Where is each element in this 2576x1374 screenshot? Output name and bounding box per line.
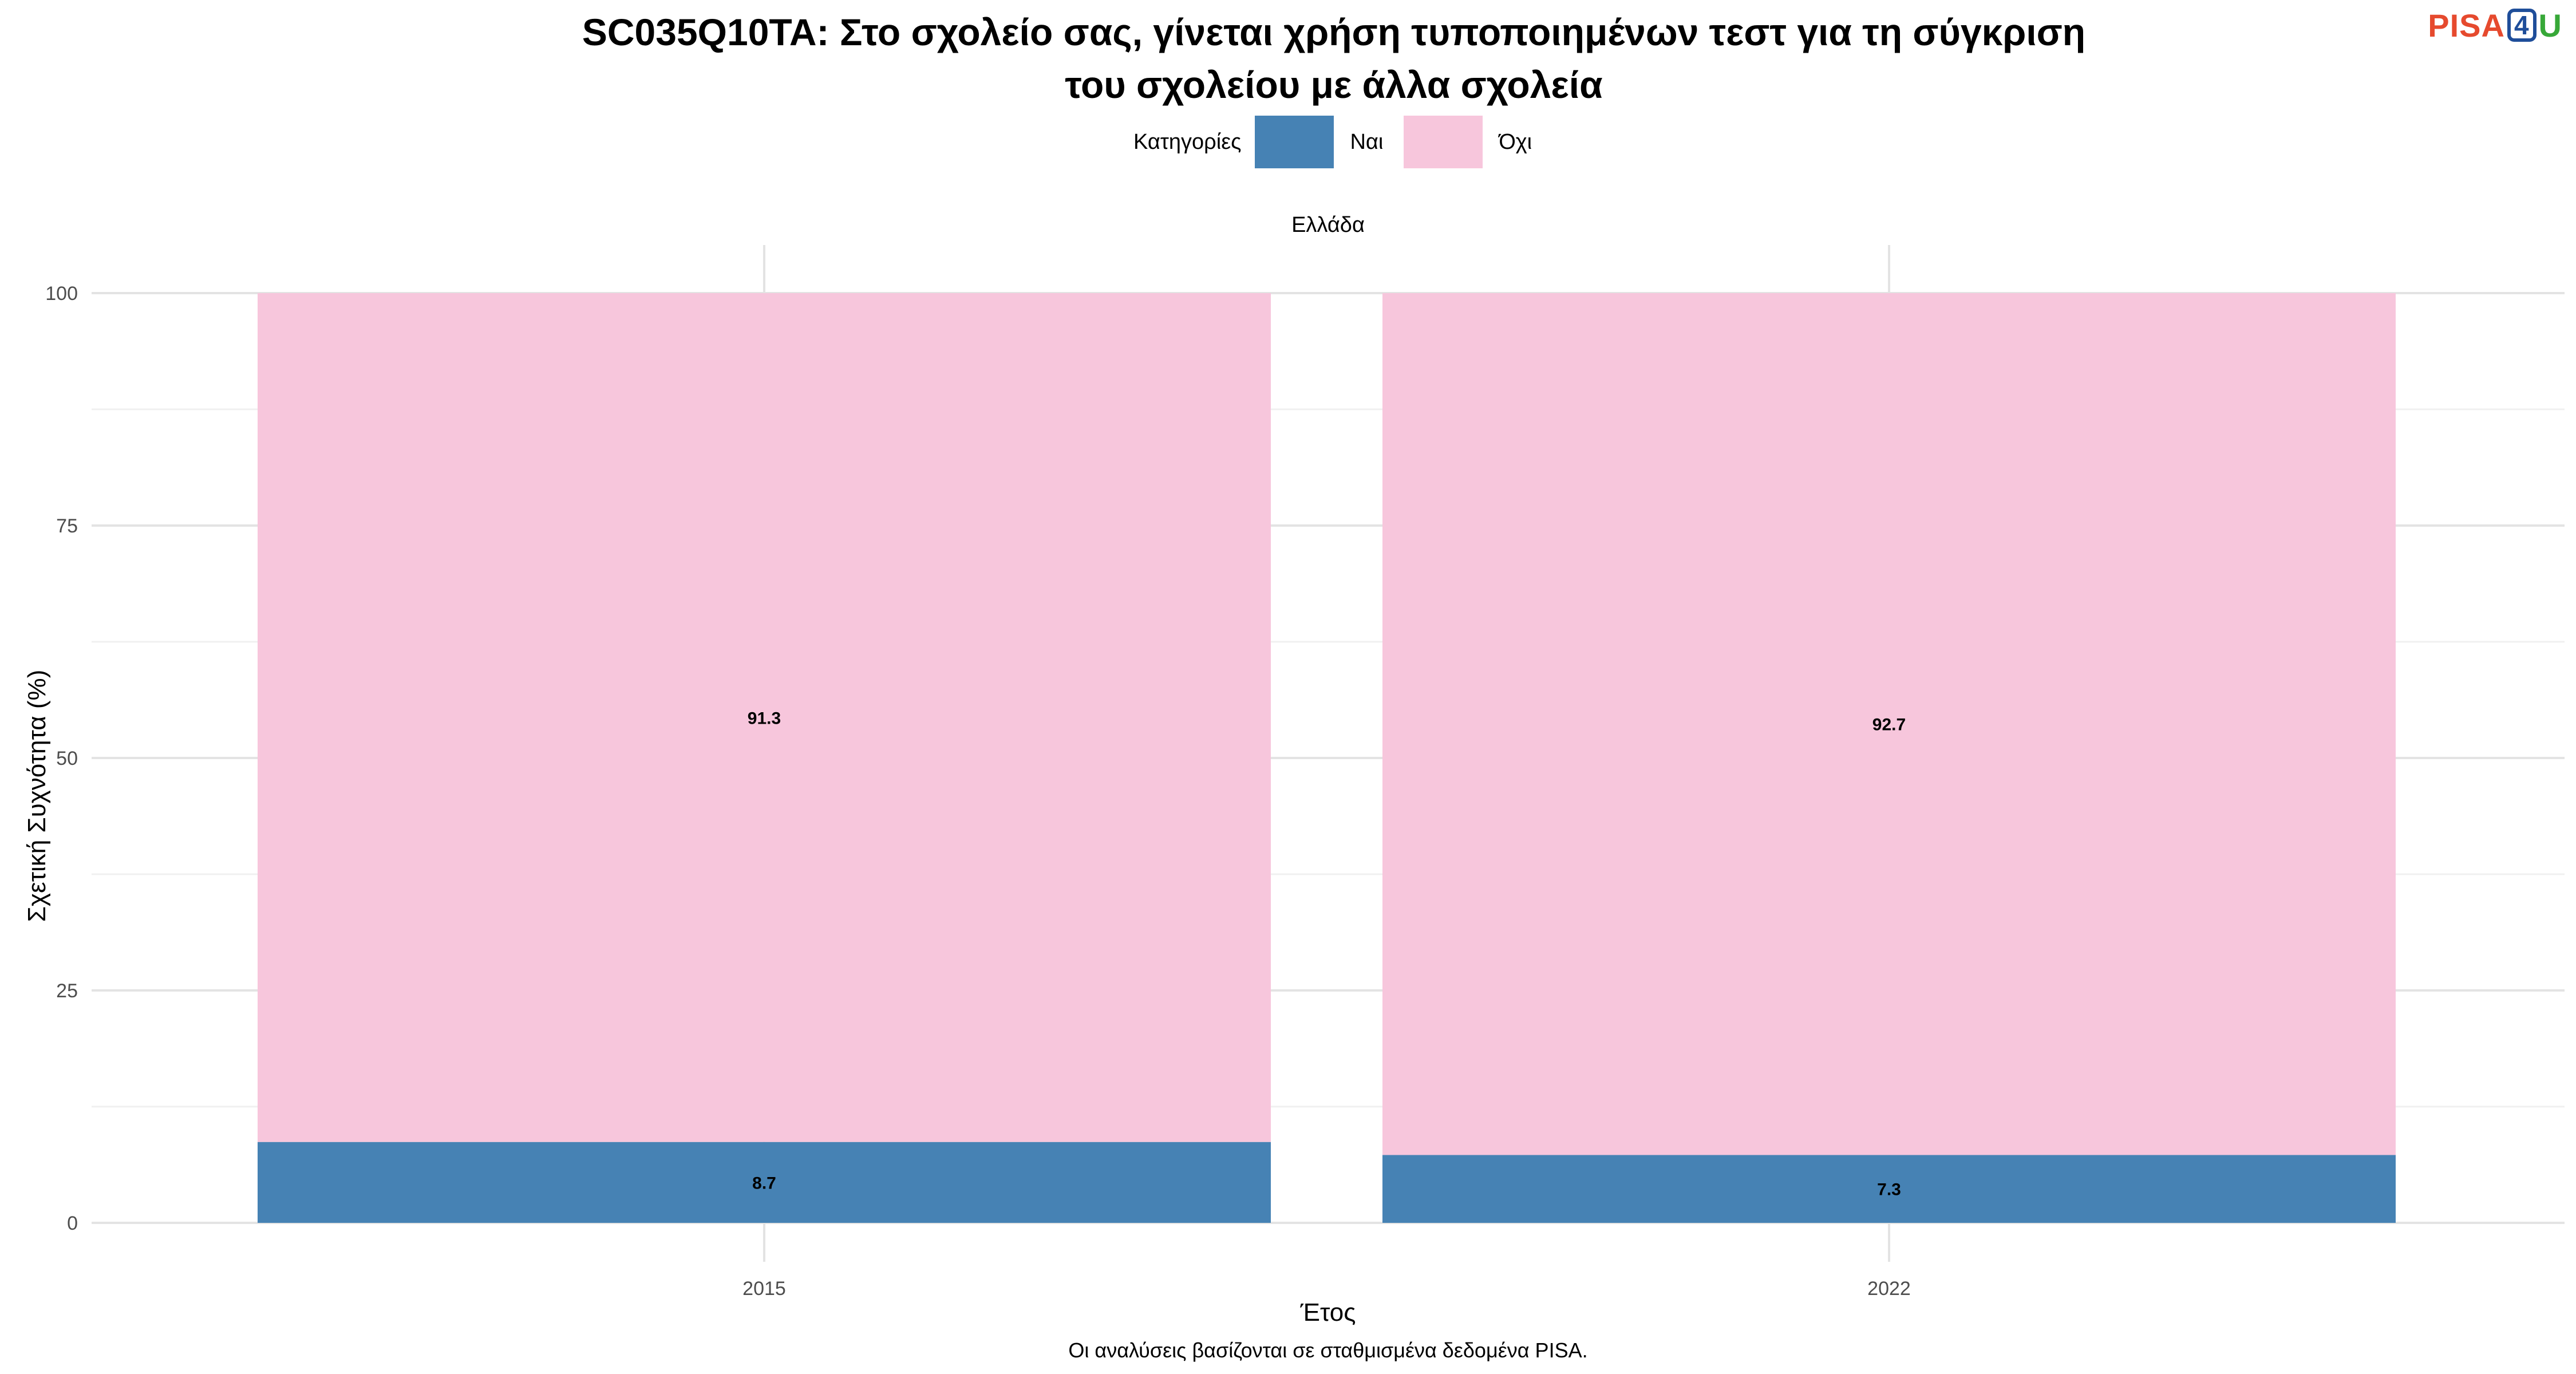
x-tick-label: 2022: [1867, 1278, 1911, 1300]
legend-key-nai: [1255, 116, 1334, 168]
y-axis-label: Σχετική Συχνότητα (%): [23, 669, 51, 922]
bar-2022-nai: [1382, 1155, 2396, 1223]
bar-2015-nai: [258, 1142, 1271, 1223]
legend-label-nai: Ναι: [1350, 129, 1384, 154]
bar-2015-ochi: [258, 293, 1271, 1142]
legend-key-ochi: [1404, 116, 1483, 168]
caption: Οι αναλύσεις βασίζονται σε σταθμισμένα δ…: [1068, 1339, 1588, 1362]
data-label-2015-ochi: 91.3: [748, 709, 781, 728]
logo-pisa-text: PISA: [2428, 7, 2505, 44]
data-label-2015-nai: 8.7: [752, 1174, 776, 1193]
y-tick-label: 0: [67, 1213, 78, 1234]
chart-title-line-1: SC035Q10TA: Στο σχολείο σας, γίνεται χρή…: [582, 11, 2086, 53]
y-tick-labels: 0 25 50 75 100: [45, 283, 78, 1234]
data-label-2022-ochi: 92.7: [1872, 716, 1906, 735]
y-tick-label: 25: [56, 980, 78, 1002]
bar-2022-ochi: [1382, 293, 2396, 1155]
facet-label: Ελλάδα: [1291, 213, 1365, 237]
y-tick-label: 75: [56, 515, 78, 537]
pisa4u-logo: PISA 4 U: [2428, 7, 2562, 44]
legend-label-ochi: Όχι: [1499, 129, 1532, 154]
x-tick-label: 2015: [742, 1278, 786, 1300]
y-tick-label: 50: [56, 748, 78, 769]
logo-u-text: U: [2538, 7, 2562, 44]
chart-title-line-2: του σχολείου με άλλα σχολεία: [1065, 64, 1603, 106]
logo-four-text: 4: [2507, 9, 2537, 42]
legend: Κατηγορίες Ναι Όχι: [1133, 116, 1539, 168]
x-tick-labels: 2015 2022: [742, 1278, 1911, 1300]
data-label-2022-nai: 7.3: [1877, 1180, 1901, 1199]
data-labels: 8.7 91.3 7.3 92.7: [748, 709, 1906, 1199]
x-axis-label: Έτος: [1300, 1298, 1356, 1326]
y-tick-label: 100: [45, 283, 78, 305]
legend-title: Κατηγορίες: [1133, 129, 1242, 154]
bars: [258, 293, 2396, 1223]
chart-title: SC035Q10TA: Στο σχολείο σας, γίνεται χρή…: [0, 6, 2576, 111]
